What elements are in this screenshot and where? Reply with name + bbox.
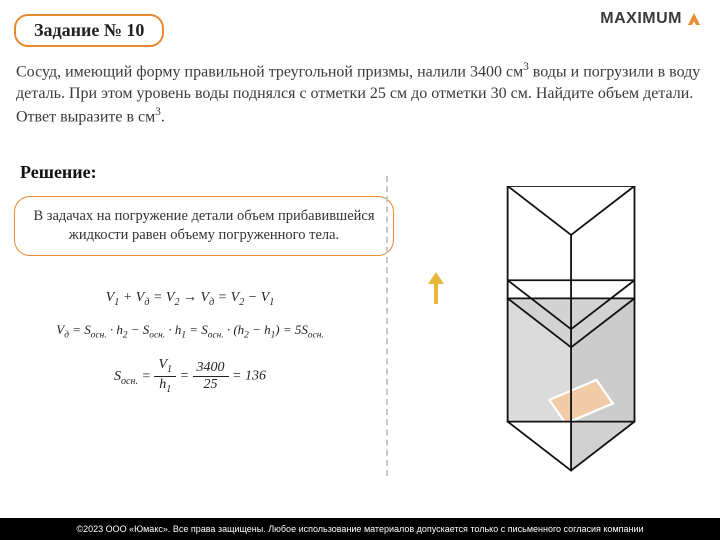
eq3-frac1-num: V1: [154, 358, 176, 377]
eq3-frac2-den: 25: [193, 377, 229, 392]
eq3-frac2-num: 3400: [193, 361, 229, 377]
logo-icon: [686, 11, 702, 27]
equation-2: Vд = Sосн. · h2 − Sосн. · h1 = Sосн. · (…: [0, 322, 380, 341]
eq3-frac2: 3400 25: [193, 361, 229, 392]
vertical-divider: [386, 176, 388, 476]
equation-1: V1 + Vд = V2 → Vд = V2 − V1: [0, 290, 380, 308]
eq3-lhs: Sосн. =: [114, 369, 151, 384]
task-badge: Задание № 10: [14, 14, 164, 47]
logo: MAXIMUM: [600, 10, 702, 28]
equation-3: Sосн. = V1 h1 = 3400 25 = 136: [0, 358, 380, 395]
solution-label: Решение:: [20, 162, 97, 183]
problem-text: Сосуд, имеющий форму правильной треуголь…: [16, 60, 702, 127]
eq3-frac1: V1 h1: [154, 358, 176, 395]
eq3-mid: =: [180, 369, 189, 384]
eq3-frac1-den: h1: [154, 377, 176, 395]
logo-text: MAXIMUM: [600, 10, 682, 28]
footer-copyright: ©2023 ООО «Юмакс». Все права защищены. Л…: [0, 518, 720, 540]
eq3-rhs: = 136: [232, 369, 266, 384]
rule-box: В задачах на погружение детали объем при…: [14, 196, 394, 256]
prism-diagram: [432, 186, 692, 476]
